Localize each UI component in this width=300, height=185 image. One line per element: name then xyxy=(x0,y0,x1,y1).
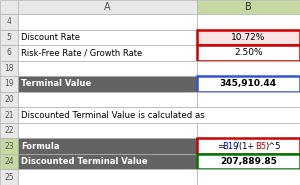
Bar xyxy=(196,169,300,185)
Bar xyxy=(18,123,196,138)
Bar xyxy=(0,123,18,138)
Bar xyxy=(18,76,196,92)
Bar xyxy=(196,0,300,14)
Text: Discounted Terminal Value: Discounted Terminal Value xyxy=(21,157,148,166)
Text: Formula: Formula xyxy=(21,142,59,151)
Bar xyxy=(196,138,300,154)
Bar xyxy=(196,92,300,107)
Text: 23: 23 xyxy=(4,142,14,151)
Bar xyxy=(18,92,196,107)
Text: 18: 18 xyxy=(4,64,14,73)
Text: B: B xyxy=(245,2,252,12)
Text: 5: 5 xyxy=(7,33,11,42)
Bar xyxy=(0,45,18,61)
Text: Terminal Value: Terminal Value xyxy=(21,79,91,88)
Bar xyxy=(0,0,18,14)
Bar xyxy=(196,14,300,30)
Bar xyxy=(18,138,196,154)
Text: B5: B5 xyxy=(256,142,267,151)
Text: 2.50%: 2.50% xyxy=(234,48,262,57)
Bar xyxy=(196,123,300,138)
Text: 4: 4 xyxy=(7,17,11,26)
Bar xyxy=(196,76,300,92)
Bar xyxy=(196,154,300,169)
Bar xyxy=(18,45,196,61)
Text: B19: B19 xyxy=(222,142,238,151)
Text: =: = xyxy=(217,142,224,151)
Bar xyxy=(0,92,18,107)
Bar xyxy=(18,0,196,14)
Text: Risk-Free Rate / Growth Rate: Risk-Free Rate / Growth Rate xyxy=(21,48,142,57)
Text: 207,889.85: 207,889.85 xyxy=(220,157,277,166)
Bar xyxy=(0,14,18,30)
Text: 25: 25 xyxy=(4,173,14,182)
Text: 19: 19 xyxy=(4,79,14,88)
Bar xyxy=(0,169,18,185)
Bar xyxy=(0,61,18,76)
Text: 21: 21 xyxy=(4,111,14,120)
Text: 22: 22 xyxy=(4,126,14,135)
Bar xyxy=(196,154,300,169)
Bar xyxy=(0,76,18,92)
Bar xyxy=(196,45,300,61)
Bar xyxy=(196,30,300,45)
Bar xyxy=(196,76,300,92)
Bar xyxy=(18,14,196,30)
Text: 345,910.44: 345,910.44 xyxy=(220,79,277,88)
Bar xyxy=(0,154,18,169)
Bar xyxy=(0,107,18,123)
Bar xyxy=(18,154,196,169)
Text: Discount Rate: Discount Rate xyxy=(21,33,80,42)
Text: A: A xyxy=(104,2,111,12)
Bar xyxy=(0,138,18,154)
Text: 10.72%: 10.72% xyxy=(231,33,266,42)
Text: /(1+: /(1+ xyxy=(236,142,254,151)
Bar xyxy=(18,169,196,185)
Text: 24: 24 xyxy=(4,157,14,166)
Bar xyxy=(18,107,300,123)
Text: 20: 20 xyxy=(4,95,14,104)
Bar xyxy=(18,30,196,45)
Bar xyxy=(196,61,300,76)
Bar xyxy=(0,30,18,45)
Text: )^5: )^5 xyxy=(265,142,280,151)
Bar xyxy=(196,45,300,61)
Text: 6: 6 xyxy=(7,48,11,57)
Text: Discounted Terminal Value is calculated as: Discounted Terminal Value is calculated … xyxy=(21,111,205,120)
Bar xyxy=(196,138,300,154)
Bar xyxy=(18,61,196,76)
Bar xyxy=(196,30,300,45)
